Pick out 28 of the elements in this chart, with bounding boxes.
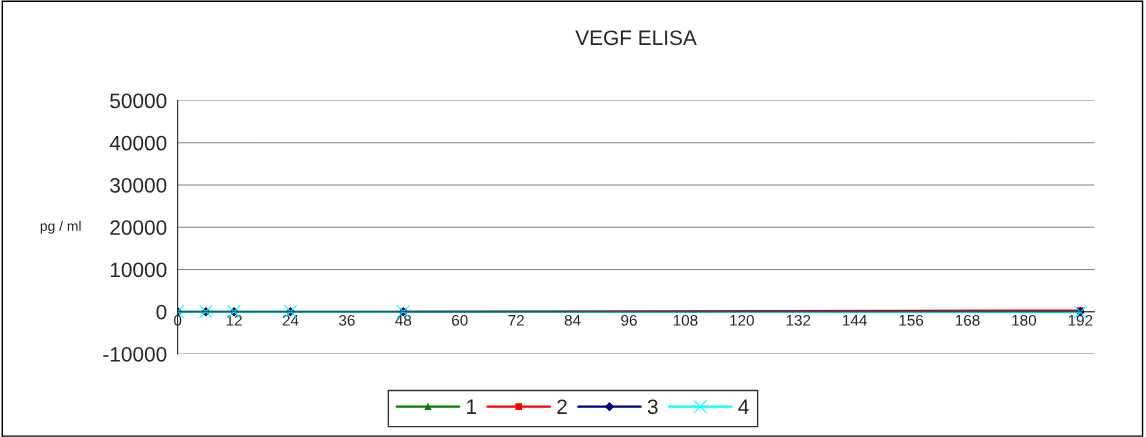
x-tick-label: 48 (395, 314, 412, 326)
x-tick-label: 96 (621, 314, 637, 326)
x-tick-label: 132 (786, 314, 811, 326)
y-tick-label: 50000 (110, 93, 167, 109)
x-tick-label: 156 (899, 314, 924, 326)
x-tick-label: 108 (673, 314, 698, 326)
x-tick-label: 180 (1012, 314, 1037, 326)
x-tick-label: 60 (452, 314, 468, 326)
x-tick-label: 144 (843, 315, 867, 326)
x-tick-label: 192 (1068, 314, 1093, 326)
x-tick-label: 12 (226, 314, 242, 326)
x-tick-label: 120 (730, 314, 754, 326)
x-tick-label: 168 (955, 314, 980, 326)
y-tick-label: 10000 (110, 262, 167, 278)
x-tick-label: 24 (282, 314, 299, 326)
x-tick-label: 72 (508, 314, 524, 326)
y-tick-label: 30000 (110, 178, 167, 193)
x-tick-label: 36 (338, 314, 355, 326)
legend-label: 2 (557, 399, 567, 414)
chart-title: VEGF ELISA (575, 30, 697, 46)
legend-label: 1 (467, 399, 477, 414)
legend-label: 3 (647, 399, 658, 415)
y-tick-label: 20000 (110, 220, 167, 235)
x-tick-label: 84 (564, 314, 581, 326)
y-axis-title: pg / ml (40, 220, 81, 234)
y-tick-label: 40000 (109, 135, 167, 151)
y-tick-label: -10000 (103, 346, 167, 362)
legend-label: 4 (738, 399, 749, 414)
